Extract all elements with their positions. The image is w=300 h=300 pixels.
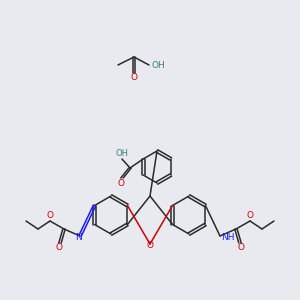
Text: O: O xyxy=(247,212,254,220)
Text: O: O xyxy=(56,244,62,253)
Text: O: O xyxy=(130,74,137,82)
Text: O: O xyxy=(146,241,154,250)
Text: O: O xyxy=(238,244,244,253)
Text: O: O xyxy=(46,212,53,220)
Text: NH: NH xyxy=(221,232,235,242)
Text: OH: OH xyxy=(116,149,128,158)
Text: N: N xyxy=(76,232,82,242)
Text: OH: OH xyxy=(151,61,165,70)
Text: O: O xyxy=(118,178,124,188)
